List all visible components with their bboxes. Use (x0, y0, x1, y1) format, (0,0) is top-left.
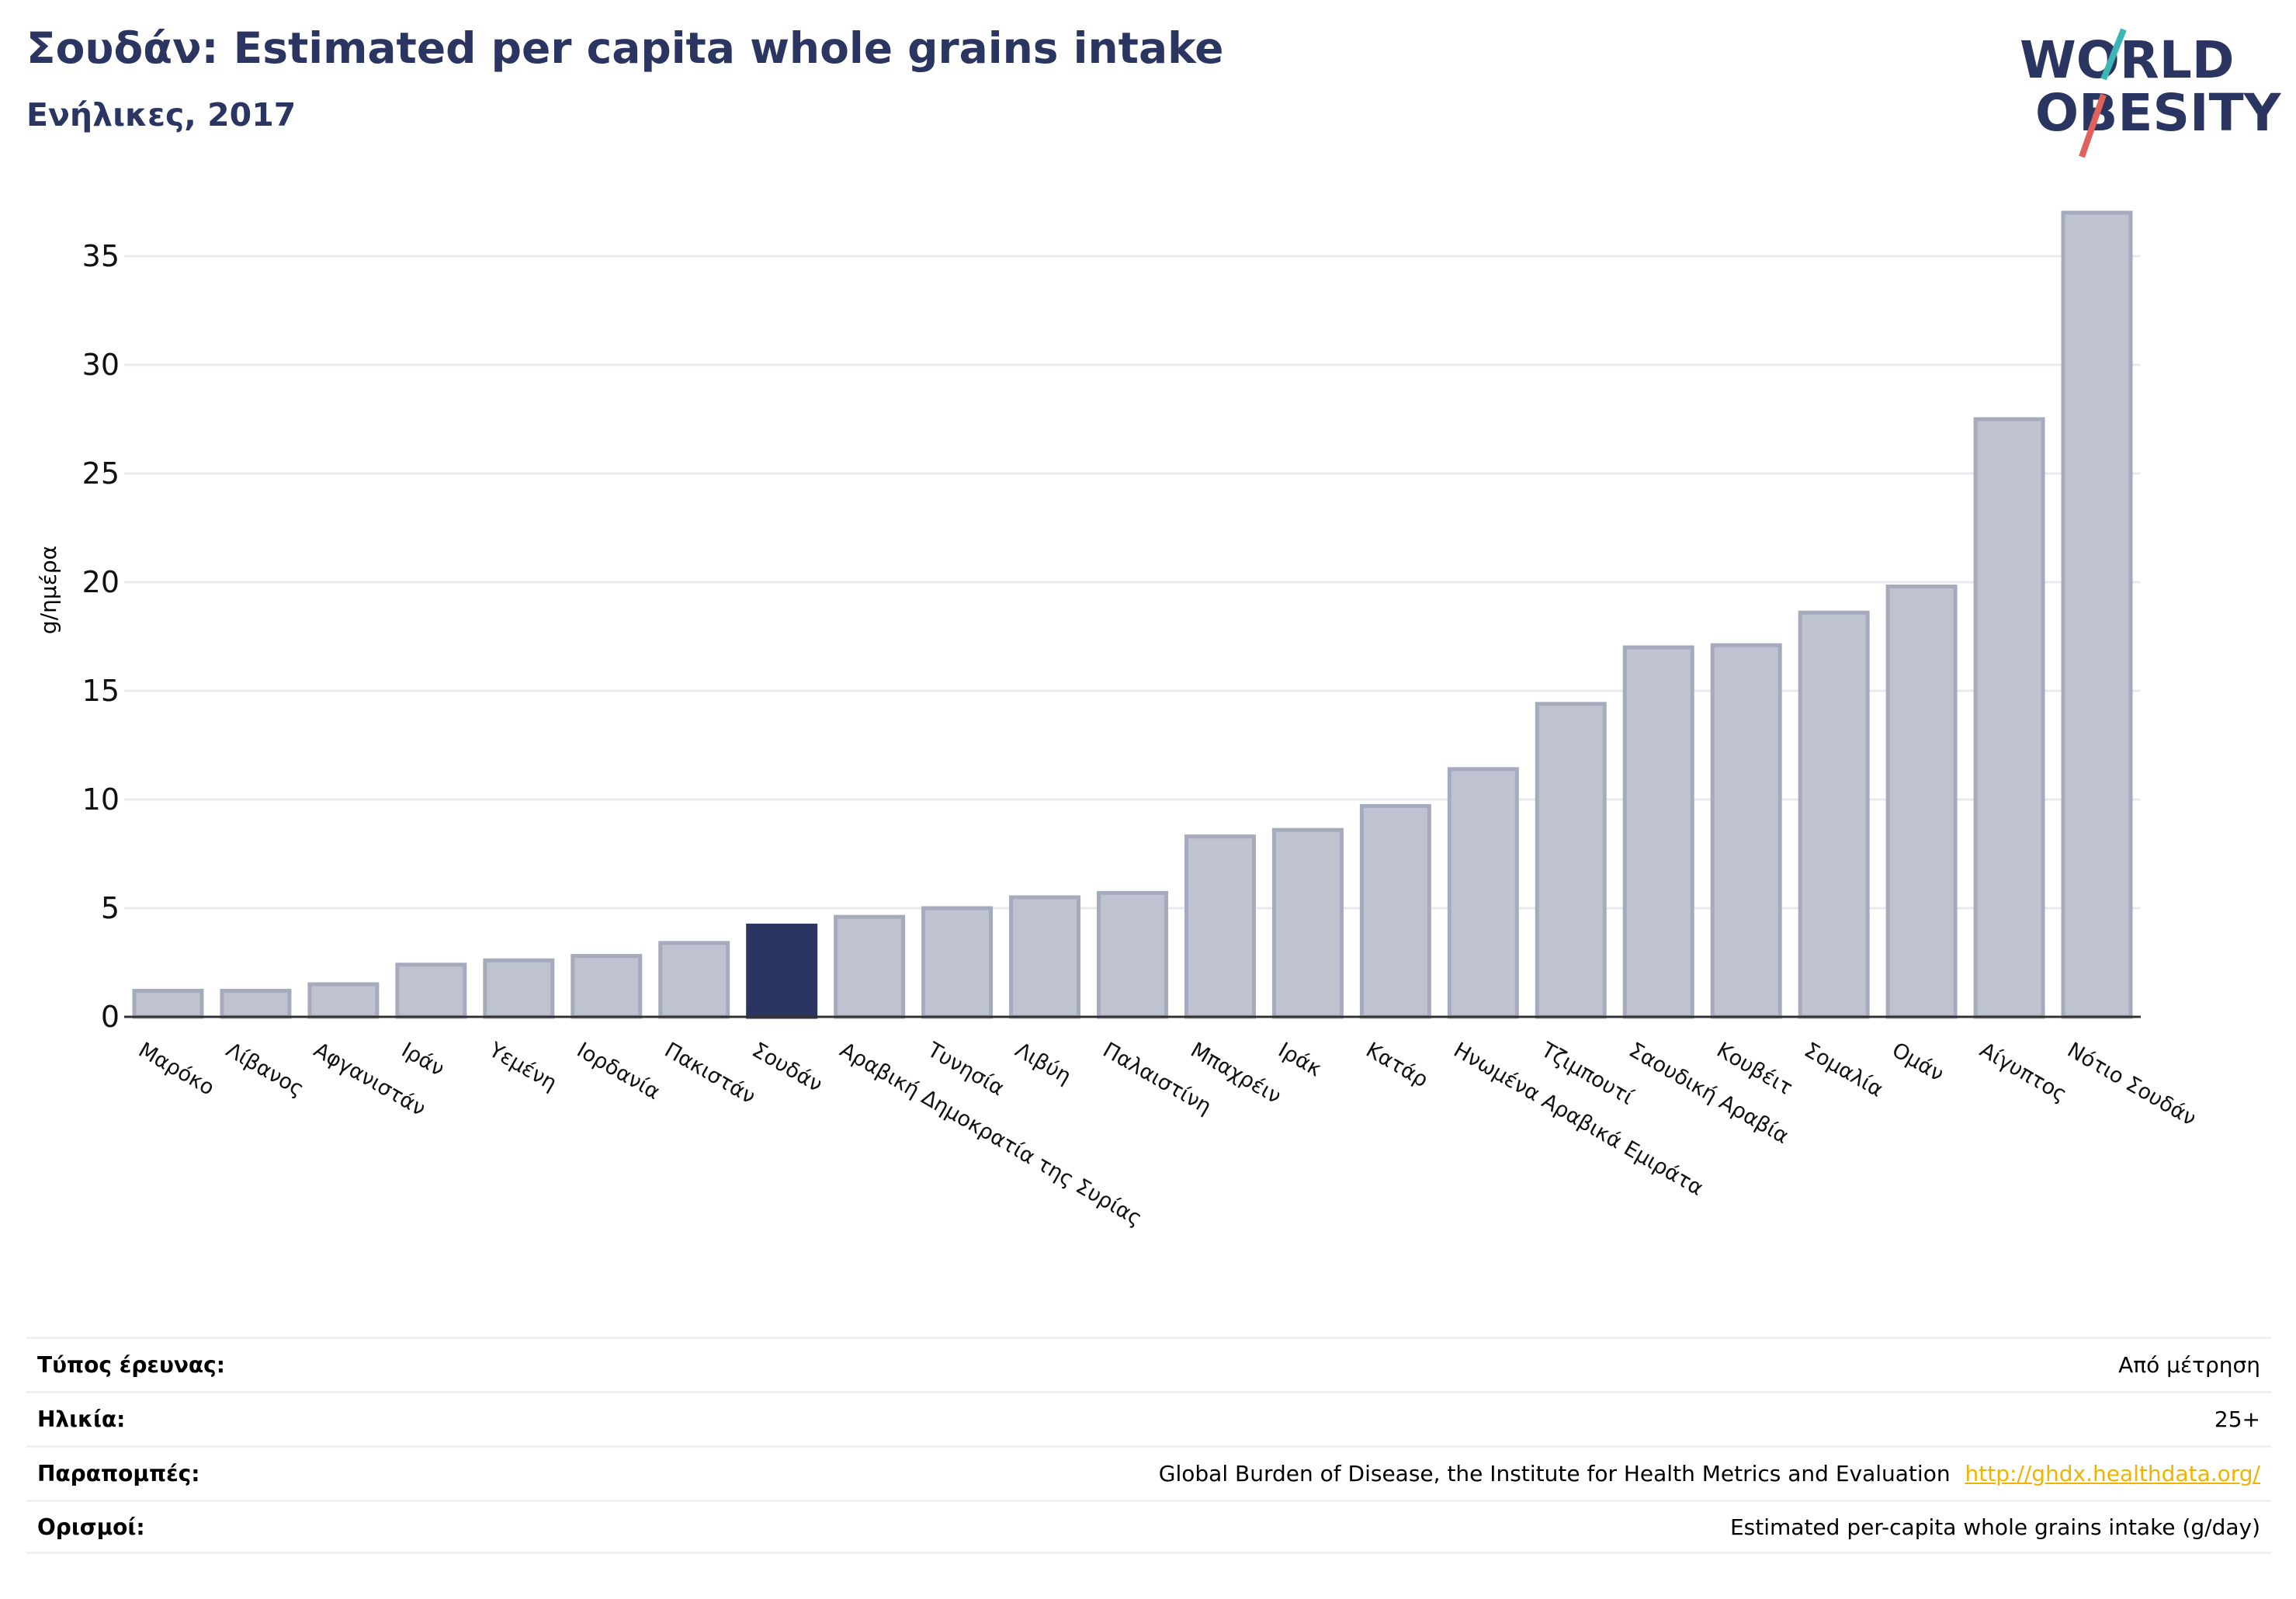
bar (483, 958, 555, 1019)
info-label: Ηλικία: (37, 1406, 126, 1432)
bar (1009, 895, 1081, 1019)
bar (834, 914, 906, 1019)
reference-text: Global Burden of Disease, the Institute … (1158, 1461, 1951, 1486)
y-axis-label: g/ημέρα (36, 546, 61, 634)
info-table: Τύπος έρευνας: Από μέτρηση Ηλικία: 25+ Π… (26, 1337, 2271, 1554)
bar (1798, 610, 1870, 1019)
info-label: Τύπος έρευνας: (37, 1352, 225, 1378)
y-tick-label: 35 (82, 239, 120, 273)
logo-slash-red (2079, 93, 2107, 158)
info-label: Παραπομπές: (37, 1461, 200, 1486)
x-tick-label: Σομαλία (1800, 1038, 1887, 1102)
bar (220, 988, 292, 1019)
x-tick-label: Λίβανος (222, 1038, 308, 1101)
x-tick-label: Αίγυπτος (1975, 1038, 2071, 1107)
y-axis-ticks: 0 5 10 15 20 25 30 35 (82, 239, 120, 1034)
logo-line-2: OBESITY (2035, 83, 2282, 143)
x-tick-label: Ιορδανία (573, 1038, 664, 1105)
y-tick-label: 25 (82, 456, 120, 491)
bar (1271, 827, 1344, 1019)
x-tick-label: Αραβική Δημοκρατία της Συρίας (836, 1038, 1146, 1231)
info-value: 25+ (2214, 1406, 2260, 1432)
x-tick-label: Λιβύη (1011, 1038, 1076, 1089)
info-row-references: Παραπομπές: Global Burden of Disease, th… (26, 1445, 2271, 1500)
y-tick-label: 30 (82, 348, 120, 382)
x-tick-label: Κατάρ (1361, 1038, 1432, 1092)
x-tick-label: Ιράν (397, 1038, 449, 1081)
bar (1885, 584, 1958, 1019)
bar (1097, 890, 1168, 1019)
bar (571, 954, 643, 1019)
bars (132, 210, 2133, 1019)
y-tick-label: 0 (101, 1000, 120, 1034)
info-row-age: Ηλικία: 25+ (26, 1391, 2271, 1445)
bar (1447, 767, 1519, 1019)
x-tick-label: Σαουδική Αραβία (1625, 1038, 1792, 1149)
world-obesity-logo: WORLD OBESITY (2020, 28, 2282, 158)
info-row-definitions: Ορισμοί: Estimated per-capita whole grai… (26, 1500, 2271, 1554)
x-tick-label: Νότιο Σουδάν (2063, 1038, 2200, 1131)
bar-highlighted (746, 923, 818, 1019)
x-tick-label: Υεμένη (484, 1038, 561, 1096)
bar (1359, 803, 1431, 1019)
x-tick-label: Ιράκ (1274, 1038, 1326, 1081)
chart-subtitle: Ενήλικες, 2017 (26, 96, 297, 134)
info-row-survey-type: Τύπος έρευνας: Από μέτρηση (26, 1337, 2271, 1391)
bar (1622, 645, 1694, 1019)
bar (1184, 834, 1256, 1019)
x-tick-label: Σουδάν (748, 1038, 827, 1097)
logo-slash-teal (2100, 28, 2127, 81)
info-value-references: Global Burden of Disease, the Institute … (1159, 1461, 2260, 1486)
bar (658, 941, 730, 1019)
reference-link[interactable]: http://ghdx.healthdata.org/ (1965, 1461, 2260, 1486)
y-tick-label: 15 (82, 674, 120, 708)
bar (132, 988, 204, 1019)
y-tick-label: 20 (82, 565, 120, 599)
info-value: Estimated per-capita whole grains intake… (1729, 1514, 2260, 1540)
y-tick-label: 5 (101, 891, 120, 925)
bar (395, 963, 467, 1019)
bar (1710, 643, 1782, 1019)
chart-title: Σουδάν: Estimated per capita whole grain… (26, 23, 1224, 73)
bar (1535, 702, 1607, 1019)
x-tick-label: Μαρόκο (134, 1038, 218, 1100)
y-tick-label: 10 (82, 782, 120, 817)
bar (921, 906, 994, 1019)
x-tick-label: Πακιστάν (661, 1038, 760, 1109)
bar (1973, 417, 2045, 1019)
info-label: Ορισμοί: (37, 1514, 145, 1540)
logo-line-1: WORLD (2020, 30, 2235, 90)
bar (2061, 210, 2133, 1019)
x-tick-label: Ομάν (1888, 1038, 1947, 1087)
info-value: Από μέτρηση (2118, 1352, 2260, 1378)
bar (307, 982, 380, 1019)
